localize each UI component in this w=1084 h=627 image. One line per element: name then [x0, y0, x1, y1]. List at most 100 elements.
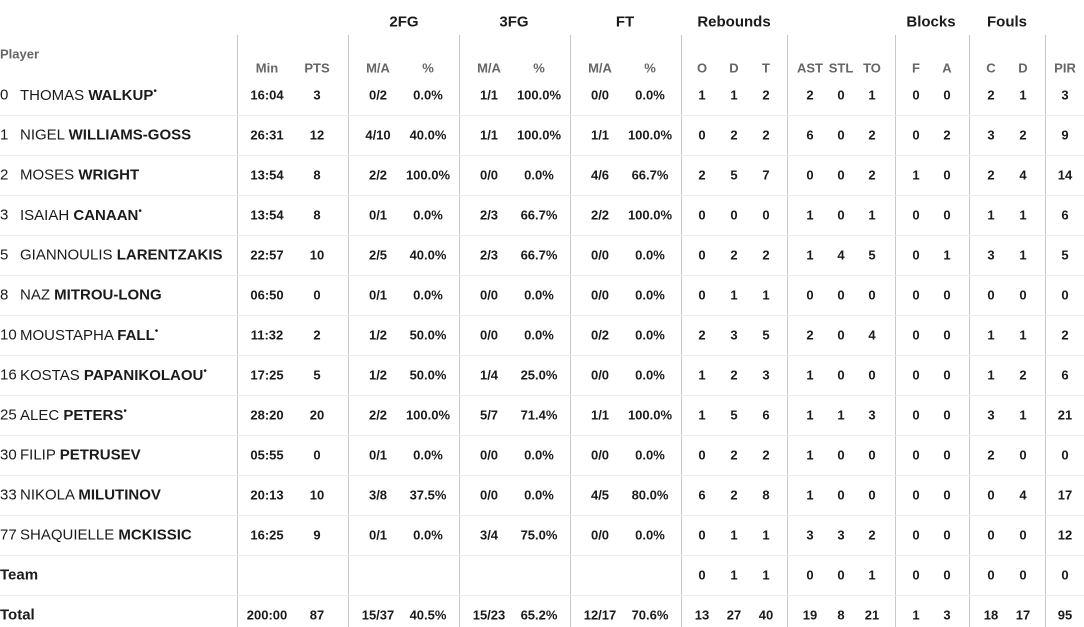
stat-cell: 1/4: [479, 367, 499, 383]
row-separator: [0, 115, 1084, 116]
stat-cell: 7: [762, 167, 770, 183]
stat-cell: 0.0%: [524, 287, 554, 303]
player-number: 1: [0, 126, 9, 144]
stat-cell: 0: [868, 367, 876, 383]
stat-cell: 0.0%: [524, 167, 554, 183]
row-separator: [0, 195, 1084, 196]
first-name: NAZ: [20, 286, 50, 304]
stat-cell: 66.7%: [520, 247, 558, 263]
stat-cell: 1/1: [479, 87, 499, 103]
stat-cell: 0: [837, 87, 845, 103]
stat-cell: 1: [806, 247, 814, 263]
stat-cell: 25.0%: [520, 367, 558, 383]
stat-cell: 0: [698, 207, 706, 223]
stat-cell: 1: [987, 207, 995, 223]
stat-cell: 14: [1057, 167, 1073, 183]
stat-cell: 3: [730, 327, 738, 343]
player-number: 8: [0, 286, 9, 304]
stat-cell: 6: [1061, 367, 1069, 383]
stat-cell: 0/0: [479, 327, 499, 343]
stat-cell: 3: [837, 527, 845, 543]
stat-cell: 2: [868, 127, 876, 143]
stat-cell: 22:57: [250, 247, 284, 263]
stat-cell: 1: [943, 247, 951, 263]
stat-cell: 1: [730, 527, 738, 543]
player-name: NIKOLA MILUTINOV: [20, 487, 161, 504]
stat-cell: 6: [698, 487, 706, 503]
row-separator: [0, 515, 1084, 516]
stat-cell: 0: [837, 207, 845, 223]
last-name: MITROU-LONG: [54, 286, 162, 304]
stat-cell: 0: [943, 407, 951, 423]
stat-cell: 1: [762, 287, 770, 303]
stat-cell: 0: [698, 247, 706, 263]
stat-cell: 2: [762, 87, 770, 103]
stat-cell: 0: [762, 207, 770, 223]
stat-cell: 0: [943, 487, 951, 503]
stat-cell: 0.0%: [635, 527, 665, 543]
row-separator: [0, 315, 1084, 316]
stat-cell: 1: [698, 87, 706, 103]
stat-cell: 1: [868, 567, 876, 583]
stat-cell: 5: [730, 407, 738, 423]
stat-cell: 27: [726, 607, 742, 623]
stat-cell: 1: [698, 367, 706, 383]
stat-cell: 0: [912, 247, 920, 263]
stat-cell: 1: [1019, 327, 1027, 343]
stat-cell: 2/5: [368, 247, 388, 263]
stat-cell: 0.0%: [635, 247, 665, 263]
stat-cell: 0: [912, 287, 920, 303]
player-name: NAZ MITROU-LONG: [20, 287, 162, 304]
stat-cell: 0: [698, 447, 706, 463]
stat-cell: 2: [987, 167, 995, 183]
column-header: PIR: [1054, 60, 1076, 76]
stat-cell: 66.7%: [631, 167, 669, 183]
stat-cell: 15/37: [361, 607, 395, 623]
first-name: KOSTAS: [20, 367, 80, 384]
player-number: 16: [0, 366, 17, 384]
stat-cell: 2/2: [368, 407, 388, 423]
stat-cell: 21: [1057, 407, 1073, 423]
stat-cell: 0: [912, 447, 920, 463]
starter-mark: •: [138, 206, 142, 217]
stat-cell: 21: [864, 607, 880, 623]
group-header: 2FG: [389, 13, 419, 31]
stat-cell: 8: [313, 207, 321, 223]
stat-cell: 2/2: [590, 207, 610, 223]
stat-cell: 200:00: [246, 607, 288, 623]
column-divider: [969, 35, 970, 627]
stat-cell: 26:31: [250, 127, 284, 143]
stat-cell: 2: [762, 247, 770, 263]
stat-cell: 18: [983, 607, 999, 623]
stat-cell: 1: [987, 367, 995, 383]
stat-cell: 05:55: [250, 447, 284, 463]
row-separator: [0, 435, 1084, 436]
stat-cell: 0: [943, 567, 951, 583]
column-header: F: [912, 60, 920, 76]
first-name: ISAIAH: [20, 207, 70, 224]
stat-cell: 0: [1061, 567, 1069, 583]
stat-cell: 0/0: [590, 247, 610, 263]
stat-cell: 2: [806, 87, 814, 103]
stat-cell: 06:50: [250, 287, 284, 303]
stat-cell: 4: [868, 327, 876, 343]
stat-cell: 0: [837, 487, 845, 503]
stat-cell: 8: [762, 487, 770, 503]
player-number: 77: [0, 526, 17, 544]
stat-cell: 50.0%: [409, 367, 447, 383]
stat-cell: 0: [912, 327, 920, 343]
stat-cell: 2: [806, 327, 814, 343]
stat-cell: 1: [1019, 407, 1027, 423]
stat-cell: 0/1: [368, 527, 388, 543]
player-number: 2: [0, 166, 9, 184]
stat-cell: 66.7%: [520, 207, 558, 223]
player-name: FILIP PETRUSEV: [20, 447, 141, 464]
stat-cell: 1: [837, 407, 845, 423]
stat-cell: 3: [762, 367, 770, 383]
stat-cell: 40.5%: [409, 607, 447, 623]
stat-cell: 0.0%: [413, 207, 443, 223]
stat-cell: 4/10: [365, 127, 391, 143]
starter-mark: •: [203, 366, 207, 377]
stat-cell: 0.0%: [524, 487, 554, 503]
stat-cell: 1/2: [368, 327, 388, 343]
